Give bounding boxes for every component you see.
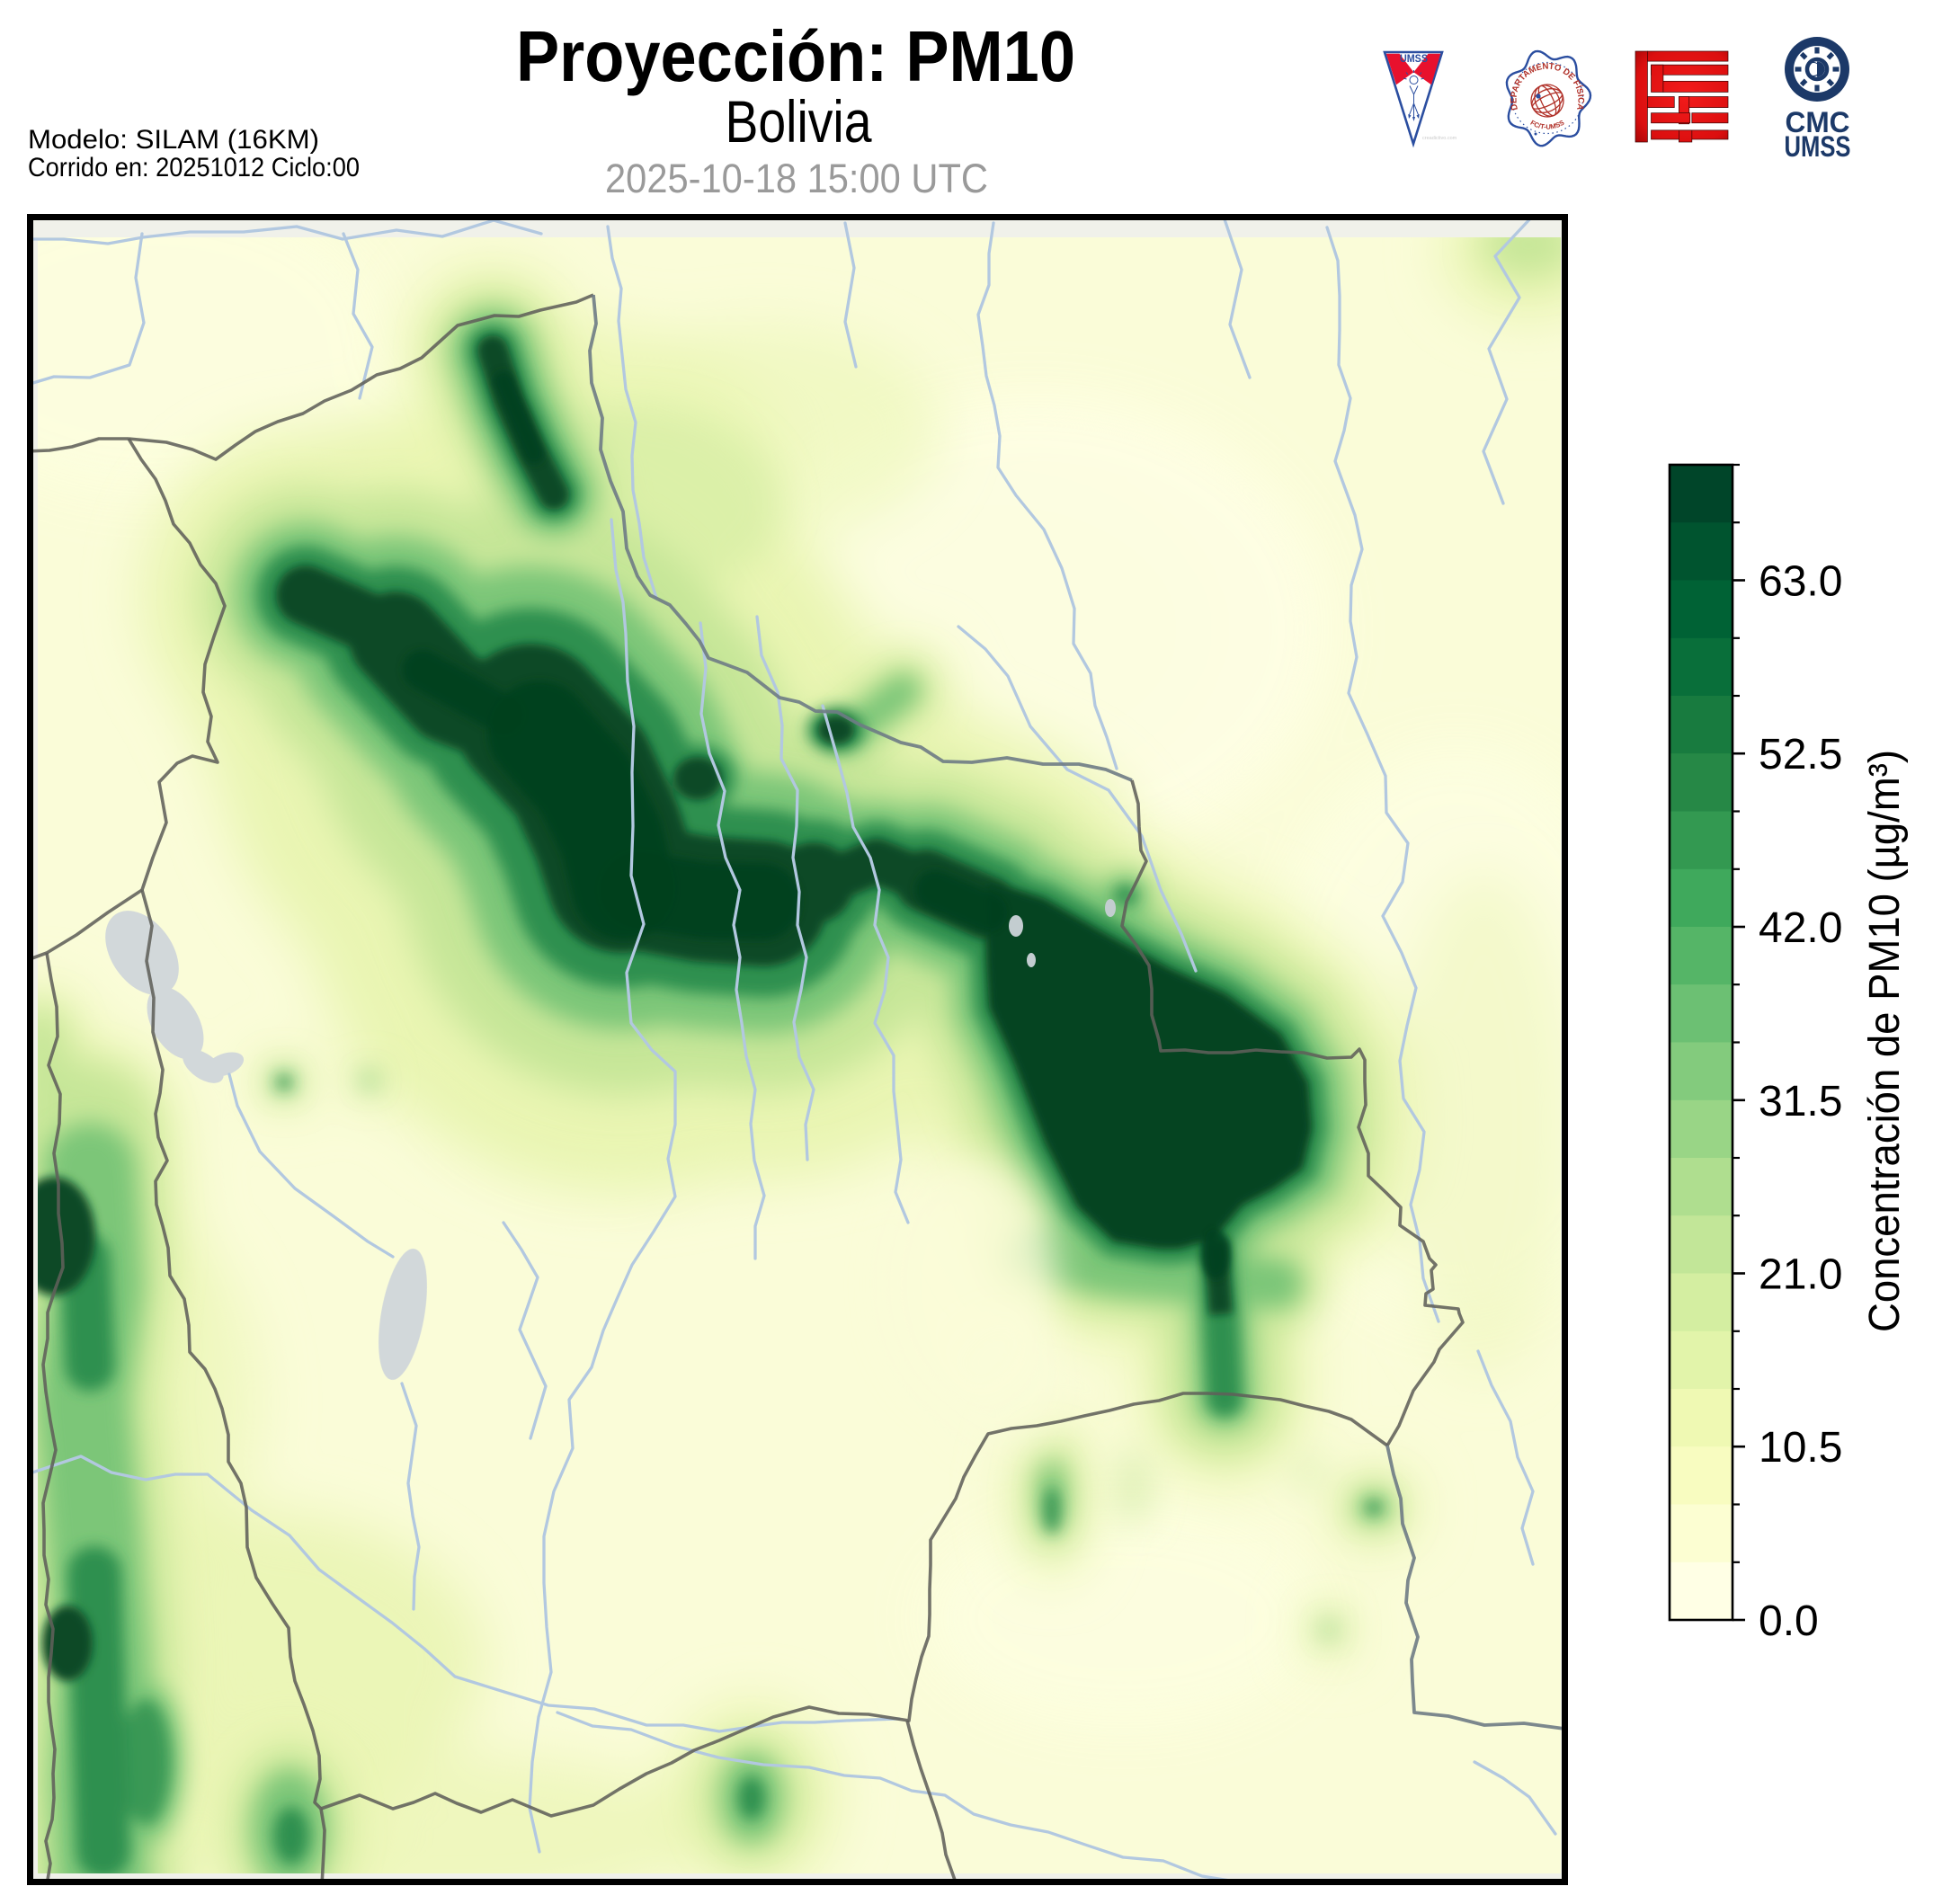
svg-text:52.5: 52.5 <box>1759 731 1842 779</box>
svg-text:21.0: 21.0 <box>1759 1251 1842 1299</box>
svg-text:UMSS: UMSS <box>1785 130 1851 163</box>
svg-text:CMC: CMC <box>1786 106 1850 138</box>
svg-text:Bolivia: Bolivia <box>726 88 872 155</box>
svg-text:Concentración de PM10 (µg/m³): Concentración de PM10 (µg/m³) <box>1861 750 1909 1332</box>
svg-text:31.5: 31.5 <box>1759 1078 1842 1125</box>
svg-text:Modelo: SILAM (16KM): Modelo: SILAM (16KM) <box>28 125 319 155</box>
svg-text:0.0: 0.0 <box>1759 1597 1819 1645</box>
svg-text:63.0: 63.0 <box>1759 558 1842 606</box>
svg-text:FC/T-UMSS: FC/T-UMSS <box>1529 119 1566 131</box>
svg-text:Corrido en: 20251012 Ciclo:00: Corrido en: 20251012 Ciclo:00 <box>28 153 360 182</box>
svg-text:Proyección: PM10: Proyección: PM10 <box>516 16 1075 96</box>
svg-text:2025-10-18 15:00 UTC: 2025-10-18 15:00 UTC <box>605 156 988 201</box>
svg-text:creadictivo.com: creadictivo.com <box>1422 136 1457 141</box>
svg-text:UMSS: UMSS <box>1400 52 1428 65</box>
svg-text:10.5: 10.5 <box>1759 1424 1842 1472</box>
svg-text:42.0: 42.0 <box>1759 904 1842 952</box>
